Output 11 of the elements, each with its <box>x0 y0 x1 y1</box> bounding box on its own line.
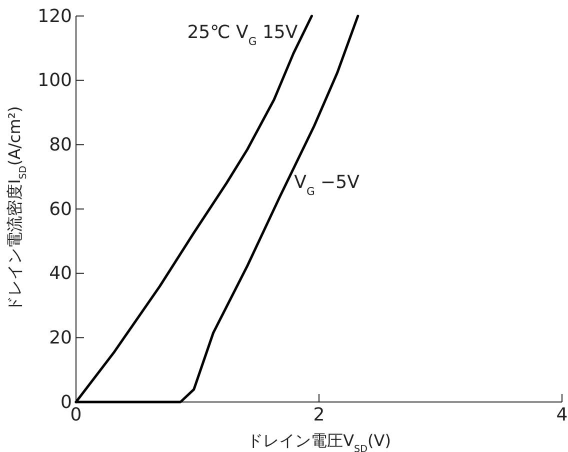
y-tick-label: 20 <box>49 327 72 348</box>
y-tick-label: 60 <box>49 198 72 220</box>
series-label: 25℃ V$_{G}$ 15V <box>187 22 298 48</box>
y-tick-label: 100 <box>38 70 72 92</box>
y-tick-label: 120 <box>38 6 72 27</box>
x-axis-title: ドレイン電圧V$_{SD}$(V) <box>247 431 391 452</box>
y-tick-label: 40 <box>49 263 72 284</box>
x-tick-label: 2 <box>313 404 325 426</box>
x-tick-label: 4 <box>556 404 568 426</box>
series-label: V$_{G}$ −5V <box>294 172 360 198</box>
y-tick-label: 80 <box>49 134 72 156</box>
